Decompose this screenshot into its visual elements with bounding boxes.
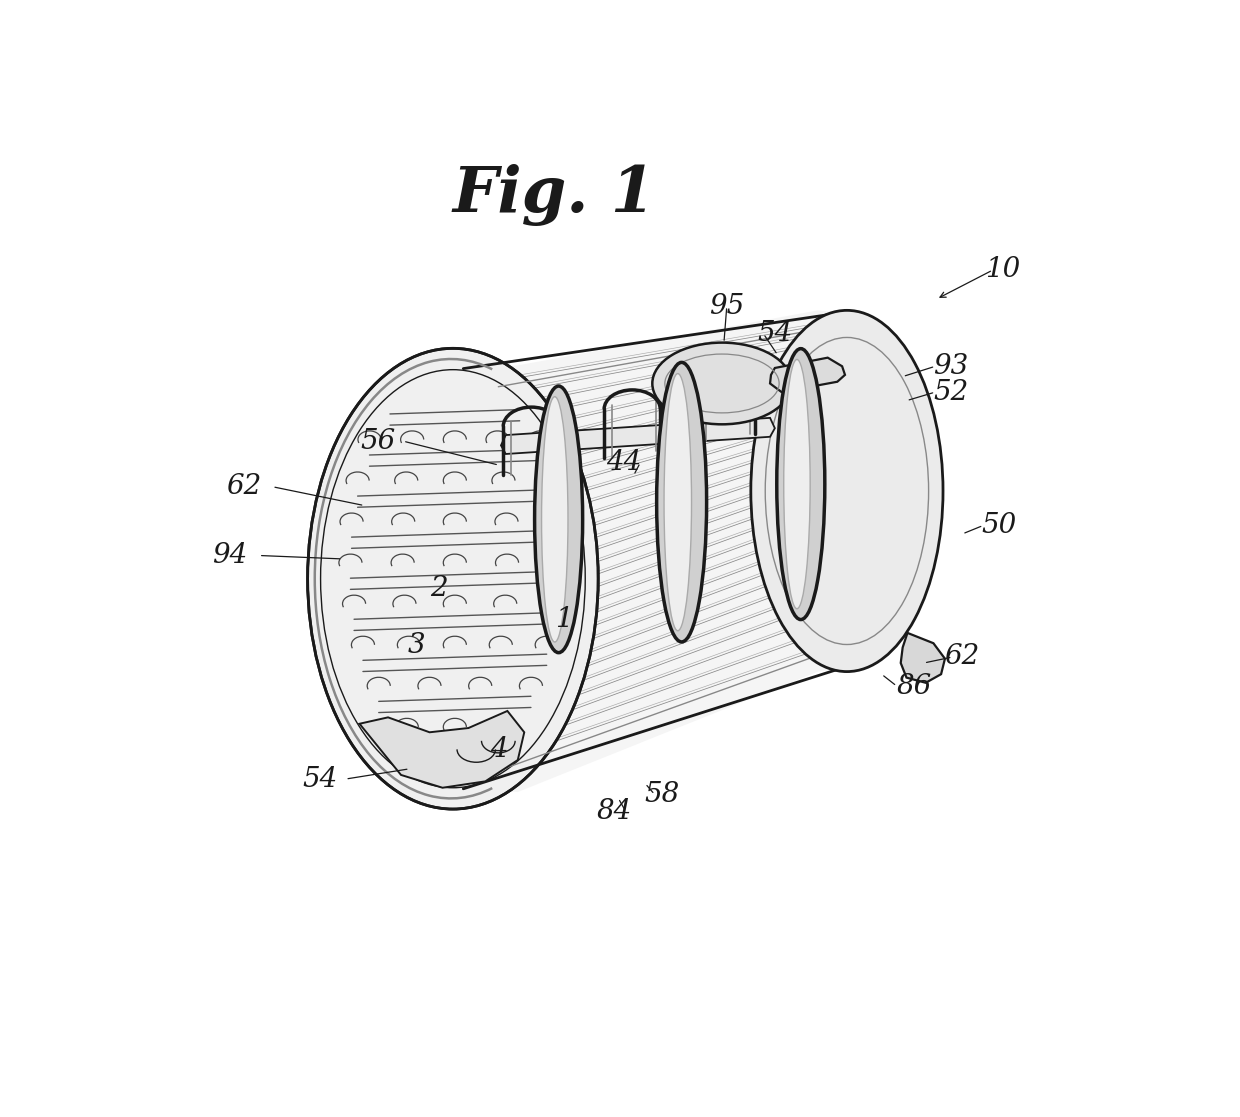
- Text: 56: 56: [361, 428, 396, 455]
- Text: 52: 52: [932, 379, 968, 405]
- Text: 4: 4: [490, 735, 508, 763]
- Ellipse shape: [784, 360, 810, 609]
- Ellipse shape: [534, 386, 583, 652]
- Text: 54: 54: [303, 765, 339, 793]
- Polygon shape: [453, 311, 847, 792]
- Text: 84: 84: [596, 799, 632, 825]
- Text: 1: 1: [554, 607, 572, 633]
- Polygon shape: [501, 418, 775, 454]
- Ellipse shape: [665, 373, 692, 631]
- Text: 86: 86: [897, 672, 931, 699]
- Ellipse shape: [776, 349, 825, 620]
- Polygon shape: [360, 710, 525, 787]
- Ellipse shape: [657, 362, 707, 642]
- Text: Fig. 1: Fig. 1: [453, 164, 656, 226]
- Text: 95: 95: [709, 293, 744, 319]
- Text: 2: 2: [430, 574, 448, 602]
- Polygon shape: [900, 633, 945, 682]
- Text: 3: 3: [408, 632, 425, 659]
- Text: 58: 58: [645, 781, 680, 808]
- Ellipse shape: [652, 343, 791, 424]
- Text: 54: 54: [758, 321, 792, 347]
- Text: 44: 44: [606, 449, 641, 476]
- Text: 62: 62: [945, 643, 980, 670]
- Ellipse shape: [750, 311, 942, 671]
- Text: 94: 94: [212, 542, 248, 569]
- Text: 10: 10: [985, 257, 1021, 284]
- Text: 93: 93: [932, 353, 968, 380]
- Text: 50: 50: [981, 512, 1017, 538]
- Ellipse shape: [542, 397, 568, 642]
- Polygon shape: [770, 357, 844, 392]
- Text: 62: 62: [226, 474, 262, 500]
- Ellipse shape: [308, 349, 598, 809]
